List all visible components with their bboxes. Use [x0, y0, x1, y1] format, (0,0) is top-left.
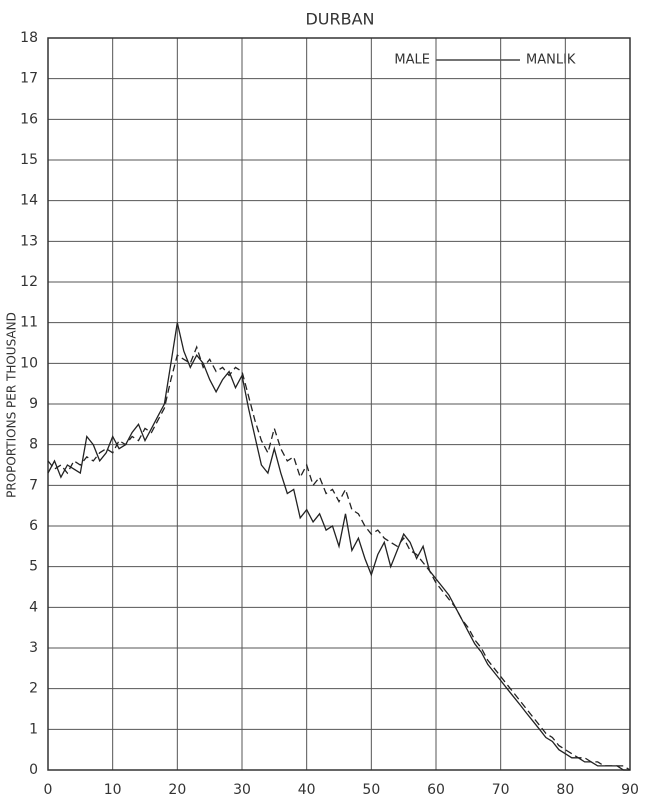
legend-label: MANLIK	[526, 53, 576, 68]
x-tick-label: 30	[233, 782, 251, 798]
x-tick-label: 40	[298, 782, 316, 798]
y-tick-label: 18	[20, 30, 38, 46]
y-tick-label: 15	[20, 152, 38, 168]
x-tick-label: 10	[104, 782, 122, 798]
data-line	[47, 345, 631, 771]
x-tick-label: 0	[44, 782, 53, 798]
y-tick-label: 11	[20, 315, 38, 331]
y-tick-label: 4	[29, 599, 38, 615]
x-tick-label: 60	[427, 782, 445, 798]
x-tick-label: 50	[362, 782, 380, 798]
y-tick-label: 1	[29, 721, 38, 737]
x-tick-label: 70	[492, 782, 510, 798]
y-tick-label: 17	[20, 71, 38, 87]
y-tick-label: 16	[20, 111, 38, 127]
x-tick-label: 20	[168, 782, 186, 798]
legend-label: MALE	[394, 53, 430, 68]
y-tick-label: 7	[29, 477, 38, 493]
plot-frame	[47, 37, 631, 771]
chart-title: DURBAN	[305, 10, 374, 29]
y-tick-label: 0	[29, 762, 38, 778]
legend: MALE MANLIK	[394, 53, 575, 68]
y-tick-label: 14	[20, 193, 38, 209]
y-tick-label: 8	[29, 437, 38, 453]
y-tick-label: 6	[29, 518, 38, 534]
y-tick-label: 9	[29, 396, 38, 412]
y-axis-label: PROPORTIONS PER THOUSAND	[5, 312, 19, 498]
y-tick-label: 5	[29, 559, 38, 575]
y-tick-label: 3	[29, 640, 38, 656]
y-tick-label: 2	[29, 681, 38, 697]
x-tick-label: 80	[556, 782, 574, 798]
x-tick-label: 90	[621, 782, 639, 798]
data-line	[47, 322, 630, 771]
y-tick-label: 10	[20, 355, 38, 371]
y-tick-label: 12	[20, 274, 38, 290]
y-tick-label: 13	[20, 233, 38, 249]
